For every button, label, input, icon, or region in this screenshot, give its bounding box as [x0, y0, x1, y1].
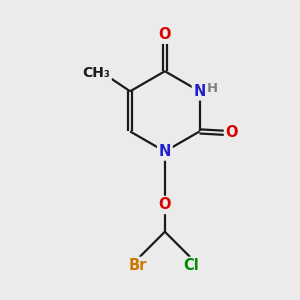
Text: Cl: Cl — [184, 258, 200, 273]
Text: N: N — [159, 144, 171, 159]
Text: O: O — [226, 125, 238, 140]
Text: Br: Br — [129, 258, 147, 273]
Text: N: N — [194, 84, 206, 99]
Text: H: H — [206, 82, 218, 95]
Text: CH₃: CH₃ — [82, 66, 110, 80]
Text: O: O — [159, 27, 171, 42]
Text: O: O — [158, 197, 170, 212]
